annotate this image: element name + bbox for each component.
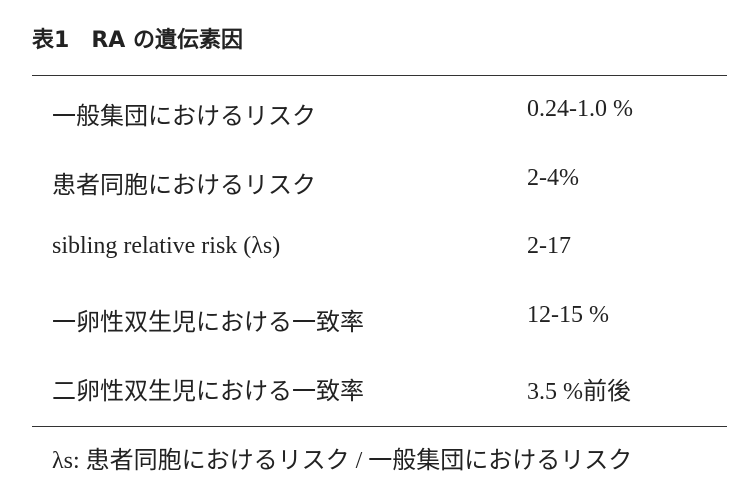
table-label: 表1: [32, 28, 70, 53]
row-value: 2-17: [527, 233, 571, 259]
row-value: 12-15 %: [527, 302, 609, 328]
row-label: 二卵性双生児における一致率: [52, 379, 364, 405]
table-row: sibling relative risk (λs) 2-17: [0, 233, 756, 273]
footnote: λs: 患者同胞におけるリスク / 一般集団におけるリスク: [52, 448, 633, 474]
table-row: 患者同胞におけるリスク 2-4%: [0, 165, 756, 205]
row-label: sibling relative risk (λs): [52, 233, 281, 259]
table-row: 二卵性双生児における一致率 3.5 %前後: [0, 371, 756, 411]
top-rule: [32, 75, 727, 76]
table-title-text: RA の遺伝素因: [91, 28, 243, 53]
row-value: 0.24-1.0 %: [527, 96, 633, 122]
row-value: 3.5 %前後: [527, 379, 631, 405]
row-label: 一般集団におけるリスク: [52, 104, 316, 130]
row-value: 2-4%: [527, 165, 579, 191]
table-title: 表1 RA の遺伝素因: [32, 22, 265, 54]
row-label: 一卵性双生児における一致率: [52, 310, 364, 336]
bottom-rule: [32, 426, 727, 427]
table-row: 一卵性双生児における一致率 12-15 %: [0, 302, 756, 342]
row-label: 患者同胞におけるリスク: [52, 173, 316, 199]
table-row: 一般集団におけるリスク 0.24-1.0 %: [0, 96, 756, 136]
